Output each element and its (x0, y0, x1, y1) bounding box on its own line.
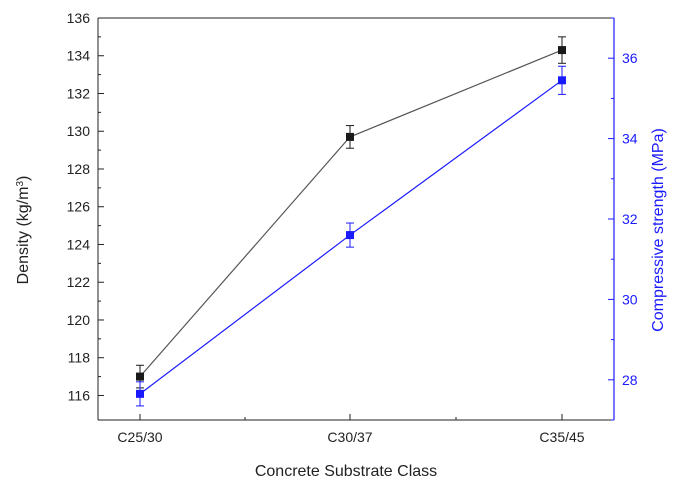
left-tick-label: 136 (67, 10, 91, 26)
left-tick-label: 128 (67, 161, 91, 177)
series-1 (136, 36, 566, 389)
series-2 (136, 65, 566, 407)
left-tick-label: 130 (67, 123, 91, 139)
left-tick-label: 116 (68, 387, 91, 403)
x-tick-label: C30/37 (327, 429, 372, 445)
right-tick-label: 30 (622, 291, 638, 307)
left-tick-label: 134 (67, 48, 91, 64)
right-tick-label: 36 (622, 50, 638, 66)
left-y-axis: 116 118 120 122 124 126 128 130 132 134 136 (67, 10, 104, 403)
left-y-axis-title-close: ) (15, 176, 32, 181)
data-point (346, 231, 354, 240)
right-tick-label: 32 (622, 211, 638, 227)
data-point (136, 372, 144, 381)
data-point (346, 132, 354, 141)
series-line (139, 49, 563, 377)
data-point (136, 389, 144, 398)
left-tick-label: 122 (67, 274, 91, 290)
x-axis-title: Concrete Substrate Class (255, 463, 437, 480)
left-tick-label: 118 (68, 350, 91, 366)
left-tick-label: 124 (67, 236, 91, 252)
right-y-axis: 28 30 32 34 36 (608, 17, 638, 421)
right-tick-label: 28 (622, 372, 638, 388)
left-tick-label: 132 (67, 85, 91, 101)
x-tick-label: C35/45 (539, 429, 584, 445)
left-y-axis-title-main: Density (kg/m (15, 187, 32, 285)
data-point (558, 76, 566, 85)
right-tick-label: 34 (622, 131, 638, 147)
axes (97, 17, 615, 421)
left-tick-label: 120 (67, 312, 91, 328)
x-axis: C25/30 C30/37 C35/45 (117, 414, 585, 445)
right-y-axis-title: Compressive strength (MPa) (650, 128, 667, 332)
x-tick-label: C25/30 (117, 429, 162, 445)
left-y-axis-title: Density (kg/m3) (15, 176, 33, 285)
left-tick-label: 126 (67, 199, 91, 215)
series-layer (136, 36, 566, 407)
left-y-axis-title-sup: 3 (15, 181, 26, 187)
data-point (558, 46, 566, 55)
